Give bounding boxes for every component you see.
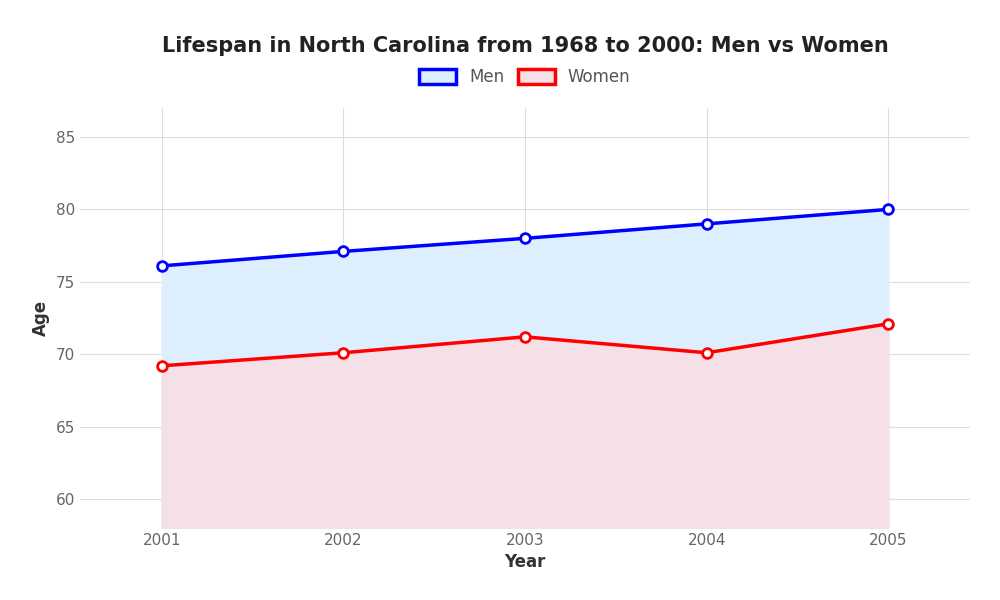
Legend: Men, Women: Men, Women	[413, 62, 637, 93]
X-axis label: Year: Year	[504, 553, 546, 571]
Title: Lifespan in North Carolina from 1968 to 2000: Men vs Women: Lifespan in North Carolina from 1968 to …	[162, 37, 888, 56]
Y-axis label: Age: Age	[32, 300, 50, 336]
